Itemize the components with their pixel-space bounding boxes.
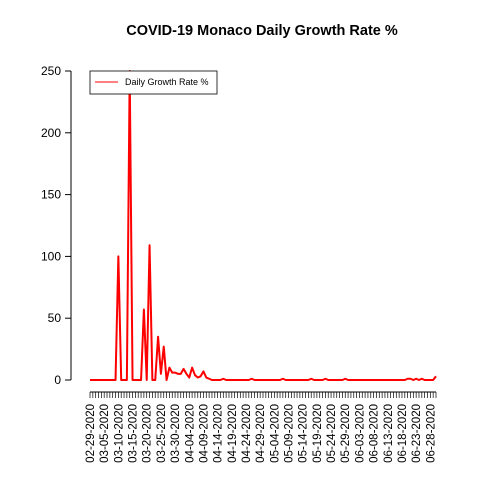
x-tick-label: 03-25-2020 [156, 404, 168, 463]
x-tick-label: 05-14-2020 [298, 404, 310, 463]
y-tick-label: 250 [41, 64, 61, 78]
y-tick-label: 100 [41, 249, 61, 263]
x-tick-label: 06-03-2020 [354, 404, 366, 463]
x-tick-label: 06-18-2020 [397, 404, 409, 463]
x-tick-label: 05-04-2020 [269, 404, 281, 463]
x-tick-label: 06-23-2020 [411, 404, 423, 463]
x-tick-label: 06-13-2020 [383, 404, 395, 463]
legend-box [89, 70, 218, 95]
chart-title: COVID-19 Monaco Daily Growth Rate % [126, 23, 398, 39]
x-tick-label: 03-30-2020 [170, 404, 182, 463]
x-tick-label: 04-19-2020 [227, 404, 239, 463]
axes-layer: 0 50 100 150 200 250 02-29-2020 03-05-2020 03-10… [41, 64, 437, 463]
x-tick-label: 04-24-2020 [241, 404, 253, 463]
x-tick-label: 02-29-2020 [85, 404, 97, 463]
y-tick-label: 200 [41, 126, 61, 140]
y-tick-label: 150 [41, 188, 61, 202]
x-tick-label: 05-19-2020 [312, 404, 324, 463]
series-layer [90, 70, 437, 381]
x-tick-label: 03-20-2020 [142, 404, 154, 463]
x-tick-label: 03-05-2020 [99, 404, 111, 463]
x-tick-label: 04-14-2020 [213, 404, 225, 463]
y-tick-label: 0 [54, 373, 61, 387]
x-tick-label: 03-10-2020 [113, 404, 125, 463]
legend: Daily Growth Rate % [89, 70, 218, 95]
x-tick-label: 04-09-2020 [198, 404, 210, 463]
x-tick-label: 05-24-2020 [326, 404, 338, 463]
y-tick-label: 50 [48, 311, 62, 325]
x-tick-label: 06-28-2020 [425, 404, 437, 463]
x-tick-label: 06-08-2020 [369, 404, 381, 463]
x-tick-label: 03-15-2020 [128, 404, 140, 463]
series-line-daily-growth-rate [90, 70, 437, 381]
x-tick-label: 05-29-2020 [340, 404, 352, 463]
legend-label: Daily Growth Rate % [125, 77, 209, 87]
x-tick-label: 04-04-2020 [184, 404, 196, 463]
x-tick-label: 05-09-2020 [284, 404, 296, 463]
x-tick-label: 04-29-2020 [255, 404, 267, 463]
